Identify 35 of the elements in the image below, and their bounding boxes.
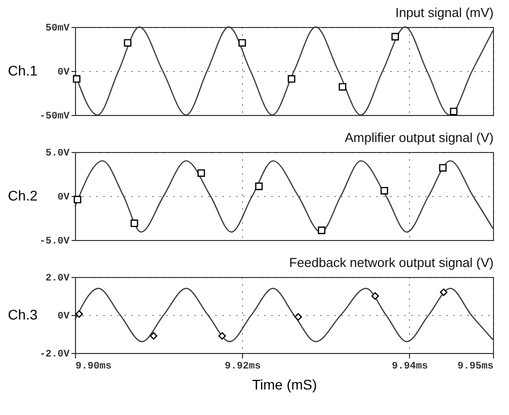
x-tick-label: 9.92ms [224, 362, 261, 372]
chart-title: Amplifier output signal (V) [344, 130, 494, 145]
y-tick-label: -2.0V [39, 350, 70, 360]
point [338, 83, 346, 91]
y-tick-label: -5.0V [39, 236, 70, 248]
y-tick-label: 50mV [45, 24, 70, 34]
point [380, 186, 388, 194]
point [255, 182, 263, 190]
point [318, 226, 326, 234]
point [124, 39, 132, 47]
point [74, 196, 82, 204]
chart-title: Input signal (mV) [395, 5, 494, 20]
point [450, 108, 458, 116]
x-tick-label: 9.90ms [76, 362, 112, 372]
y-tick-label: 0V [57, 68, 70, 78]
line-series [74, 26, 494, 116]
y-tick-label: 0V [57, 312, 70, 322]
chart-title: Feedback network output signal (V) [289, 255, 494, 270]
y-axis-title: Ch.3 [8, 306, 38, 322]
y-tick-label: -50mV [39, 112, 70, 122]
y-axis-title: Ch.2 [8, 188, 38, 204]
point [72, 75, 80, 83]
point [130, 220, 138, 228]
x-axis-title: Time (mS) [252, 376, 317, 392]
x-tick-label: 9.95ms [457, 362, 494, 372]
point [288, 75, 296, 83]
point [391, 32, 399, 40]
x-tick-label: 9.94ms [392, 362, 428, 372]
point [238, 39, 246, 47]
point [197, 169, 205, 177]
point [439, 164, 447, 172]
y-tick-label: 2.0V [45, 274, 70, 284]
y-tick-label: 0V [57, 192, 70, 204]
y-axis-title: Ch.1 [8, 62, 38, 78]
y-tick-label: 5.0V [45, 148, 70, 160]
